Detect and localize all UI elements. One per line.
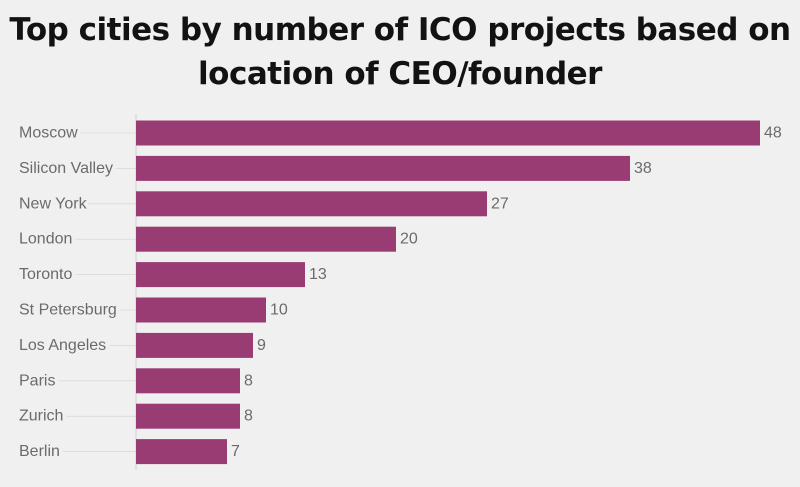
category-label: Silicon Valley: [19, 160, 113, 177]
bar: [136, 368, 240, 394]
value-label: 7: [231, 443, 240, 460]
chart-title: Top cities by number of ICO projects bas…: [9, 12, 791, 92]
category-label: Moscow: [19, 125, 78, 142]
value-label: 8: [244, 372, 253, 389]
value-label: 10: [270, 302, 288, 319]
category-labels: Moscow Silicon Valley New York London Toront…: [15, 121, 121, 465]
bar: [136, 120, 760, 146]
category-label: Paris: [19, 372, 55, 389]
bars: [136, 120, 760, 465]
bar: [136, 332, 253, 358]
category-label: New York: [19, 195, 88, 212]
value-label: 27: [491, 195, 509, 212]
category-label: Zurich: [19, 408, 63, 425]
category-label: Toronto: [19, 266, 72, 283]
bar: [136, 262, 305, 288]
bar: [136, 191, 487, 217]
value-label: 48: [764, 125, 782, 142]
category-label: St Petersburg: [19, 302, 117, 319]
bar: [136, 226, 396, 252]
bar: [136, 403, 240, 429]
value-label: 38: [634, 160, 652, 177]
category-label: Los Angeles: [19, 337, 106, 354]
value-labels: 48 38 27 20 13 10 9 8 8 7: [231, 125, 782, 461]
bar: [136, 439, 227, 465]
value-label: 13: [309, 266, 327, 283]
tick-lines: [18, 132, 136, 452]
bar: [136, 297, 266, 323]
value-label: 20: [400, 231, 418, 248]
bar: [136, 155, 630, 181]
category-label: Berlin: [19, 443, 60, 460]
category-label: London: [19, 231, 72, 248]
value-label: 8: [244, 408, 253, 425]
value-label: 9: [257, 337, 266, 354]
